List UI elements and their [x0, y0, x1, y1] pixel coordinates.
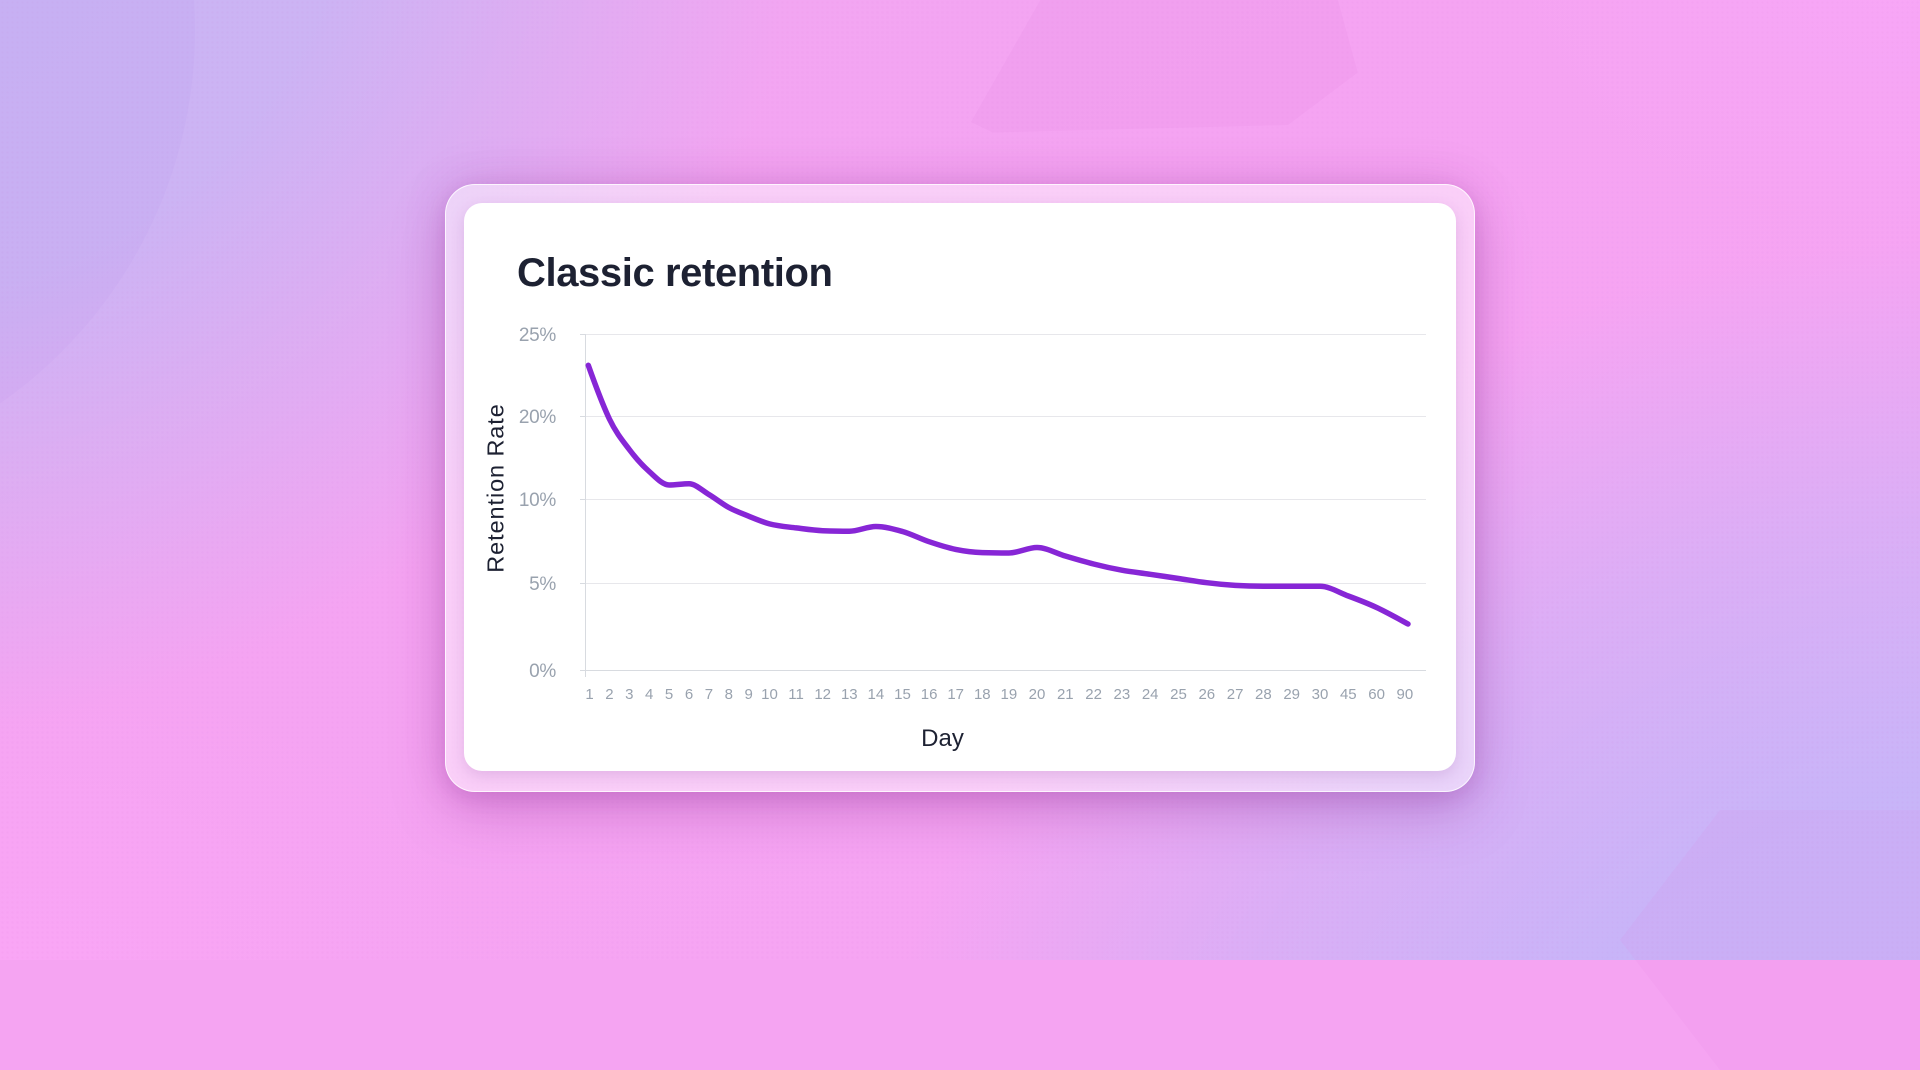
svg-text:11: 11 — [788, 686, 804, 703]
svg-text:5%: 5% — [529, 574, 556, 595]
svg-text:21: 21 — [1057, 686, 1074, 703]
svg-text:28: 28 — [1255, 686, 1272, 703]
svg-text:9: 9 — [745, 686, 753, 703]
svg-text:22: 22 — [1085, 686, 1102, 703]
svg-text:27: 27 — [1227, 686, 1244, 703]
svg-text:30: 30 — [1312, 686, 1329, 703]
svg-text:5: 5 — [665, 686, 673, 703]
svg-text:8: 8 — [725, 686, 733, 703]
svg-text:7: 7 — [705, 686, 713, 703]
svg-text:20: 20 — [1029, 686, 1046, 703]
svg-text:90: 90 — [1397, 686, 1414, 703]
svg-text:12: 12 — [814, 686, 831, 703]
svg-text:45: 45 — [1340, 686, 1357, 703]
svg-text:17: 17 — [947, 686, 964, 703]
svg-text:6: 6 — [685, 686, 693, 703]
svg-text:25: 25 — [1170, 686, 1187, 703]
svg-text:16: 16 — [921, 686, 938, 703]
svg-text:10: 10 — [761, 686, 778, 703]
svg-text:25%: 25% — [519, 325, 557, 346]
svg-text:15: 15 — [894, 686, 911, 703]
svg-text:60: 60 — [1368, 686, 1385, 703]
svg-text:Retention Rate: Retention Rate — [483, 403, 509, 572]
svg-text:14: 14 — [868, 686, 885, 703]
svg-text:4: 4 — [645, 686, 653, 703]
svg-text:1: 1 — [585, 686, 593, 703]
svg-text:19: 19 — [1001, 686, 1018, 703]
svg-text:2: 2 — [605, 686, 613, 703]
svg-text:10%: 10% — [519, 490, 557, 511]
svg-text:13: 13 — [841, 686, 858, 703]
svg-text:0%: 0% — [529, 661, 556, 682]
svg-text:3: 3 — [625, 686, 633, 703]
svg-text:29: 29 — [1283, 686, 1300, 703]
svg-text:Day: Day — [921, 725, 964, 752]
svg-text:Classic retention: Classic retention — [517, 251, 833, 295]
svg-text:24: 24 — [1142, 686, 1159, 703]
svg-text:26: 26 — [1198, 686, 1215, 703]
svg-text:20%: 20% — [519, 407, 557, 428]
svg-text:18: 18 — [974, 686, 991, 703]
svg-text:23: 23 — [1114, 686, 1131, 703]
